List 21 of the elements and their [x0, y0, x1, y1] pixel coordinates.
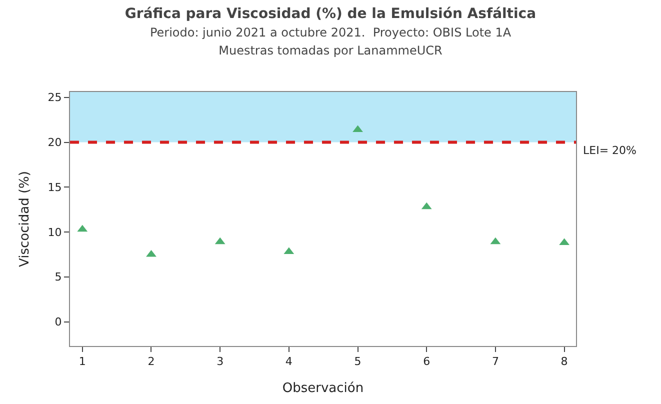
- y-tick-label: 20: [48, 136, 62, 150]
- x-tick-label: 1: [78, 355, 86, 368]
- x-tick-label: 2: [148, 355, 155, 368]
- y-tick-label: 10: [48, 226, 62, 239]
- x-tick-label: 3: [216, 355, 224, 368]
- chart-subtitle: Periodo: junio 2021 a octubre 2021. Proyecto: OBIS Lote 1A Muestras tomadas por LanammeUCR: [150, 25, 512, 58]
- y-axis-title: Viscocidad (%): [18, 171, 33, 267]
- x-tick-label: 7: [492, 355, 499, 368]
- ref-line-label: LEI= 20%: [583, 144, 636, 157]
- x-tick-label: 5: [354, 355, 362, 368]
- x-tick-label: 6: [423, 355, 430, 368]
- point: [559, 238, 570, 246]
- point: [146, 250, 156, 257]
- y-tick-label: 0: [54, 316, 62, 329]
- x-tick-label: 8: [560, 355, 568, 368]
- chart-title: Gráfica para Viscosidad (%) de la Emulsión Asfáltica: [124, 6, 536, 22]
- y-tick-label: 15: [48, 180, 62, 194]
- x-tick-label: 4: [285, 355, 292, 368]
- x-axis-title: Observación: [282, 380, 364, 396]
- y-tick-label: 25: [48, 91, 62, 104]
- y-tick-label: 5: [54, 270, 62, 284]
